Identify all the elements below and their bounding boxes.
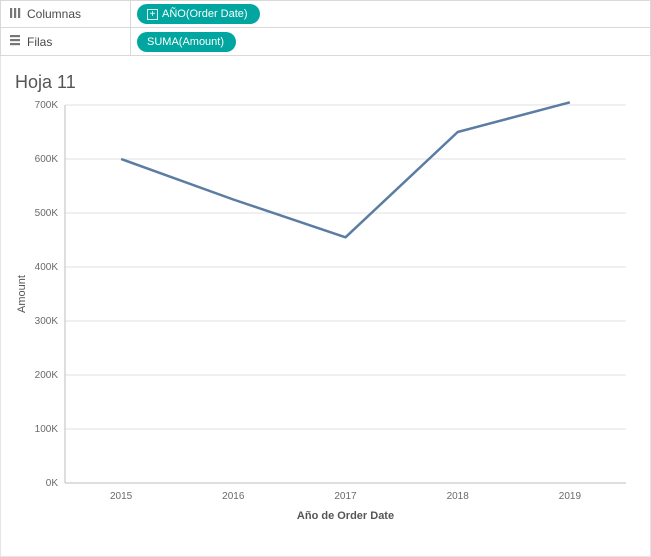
- svg-text:700K: 700K: [35, 100, 59, 111]
- rows-shelf-text: Filas: [27, 35, 52, 49]
- svg-text:Año de Order Date: Año de Order Date: [297, 510, 394, 522]
- columns-shelf-label: Columnas: [1, 1, 131, 27]
- svg-text:600K: 600K: [35, 154, 59, 165]
- expand-icon[interactable]: +: [147, 9, 158, 20]
- chart-svg: 0K 100K 200K 300K 400K 500K 600K 700K 2015 2016 20…: [11, 95, 640, 525]
- chart[interactable]: 0K 100K 200K 300K 400K 500K 600K 700K 2015 2016 20…: [11, 95, 640, 525]
- svg-text:2018: 2018: [447, 491, 470, 502]
- columns-icon: [9, 7, 21, 22]
- svg-text:Amount: Amount: [16, 275, 28, 313]
- viz-container: Hoja 11 0K 100K 200K 300K 400K 500K 600K 700K 20…: [0, 56, 651, 557]
- svg-text:400K: 400K: [35, 262, 59, 273]
- svg-text:500K: 500K: [35, 208, 59, 219]
- columns-shelf[interactable]: Columnas + AÑO(Order Date): [0, 0, 651, 28]
- pill-label: AÑO(Order Date): [162, 8, 248, 20]
- svg-text:2017: 2017: [334, 491, 357, 502]
- rows-icon: [9, 34, 21, 49]
- svg-text:200K: 200K: [35, 370, 59, 381]
- pill-year-orderdate[interactable]: + AÑO(Order Date): [137, 4, 260, 24]
- rows-shelf[interactable]: Filas SUMA(Amount): [0, 28, 651, 56]
- shelves-region: Columnas + AÑO(Order Date) Filas SUMA(Am…: [0, 0, 651, 56]
- svg-text:0K: 0K: [46, 478, 59, 489]
- columns-shelf-pillzone[interactable]: + AÑO(Order Date): [131, 1, 650, 27]
- svg-text:100K: 100K: [35, 424, 59, 435]
- svg-text:2019: 2019: [559, 491, 582, 502]
- rows-shelf-pillzone[interactable]: SUMA(Amount): [131, 28, 650, 55]
- pill-sum-amount[interactable]: SUMA(Amount): [137, 32, 236, 52]
- pill-label: SUMA(Amount): [147, 36, 224, 48]
- columns-shelf-text: Columnas: [27, 7, 81, 21]
- svg-text:300K: 300K: [35, 316, 59, 327]
- svg-text:2015: 2015: [110, 491, 133, 502]
- sheet-title: Hoja 11: [15, 72, 640, 93]
- rows-shelf-label: Filas: [1, 28, 131, 55]
- svg-text:2016: 2016: [222, 491, 245, 502]
